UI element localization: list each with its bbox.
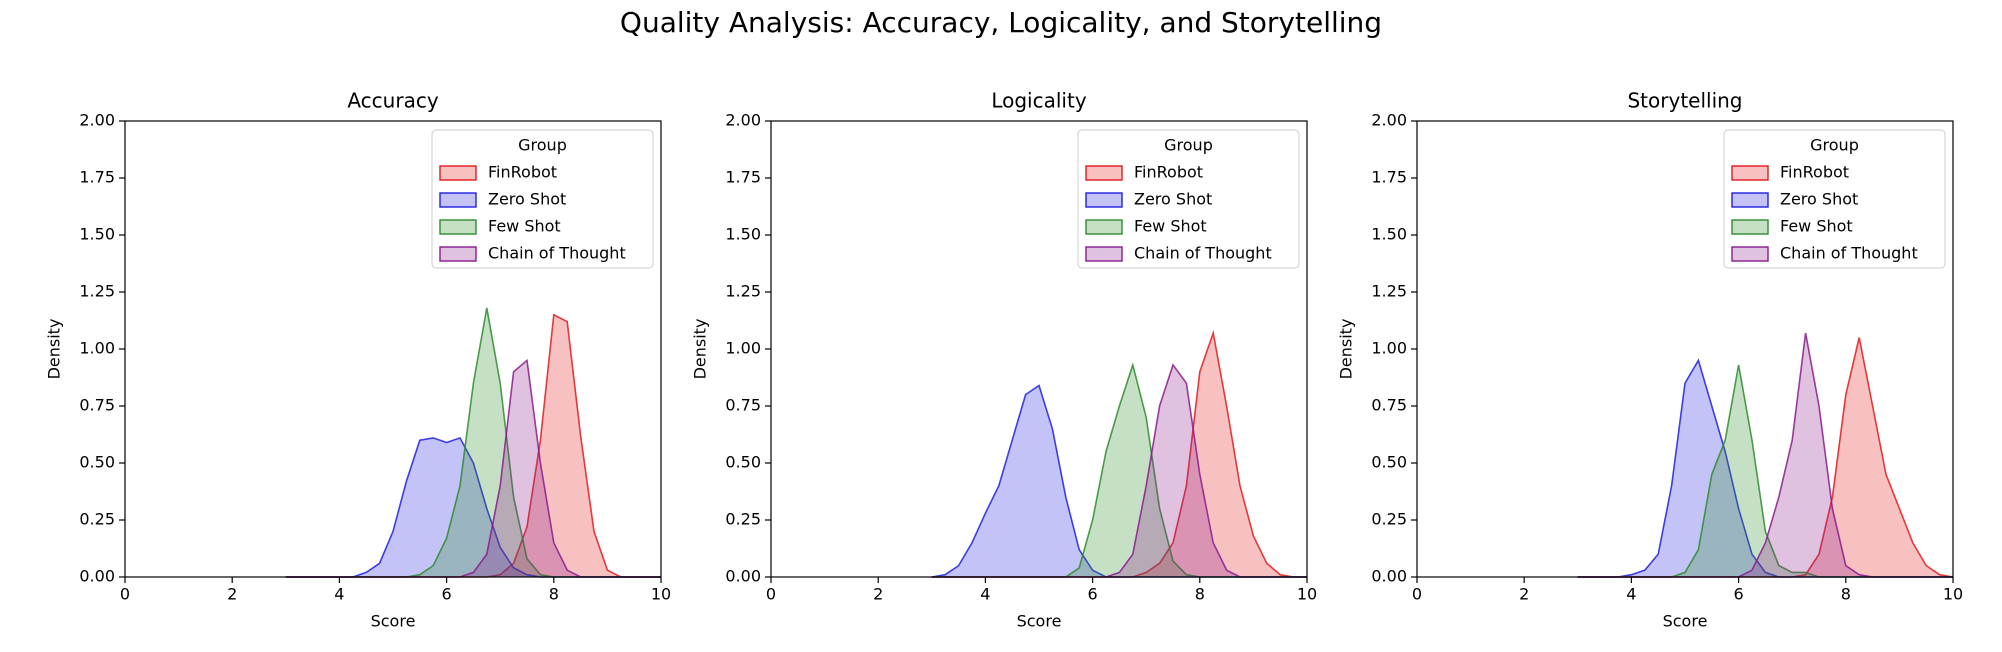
- y-tick-label: 0.50: [725, 453, 761, 472]
- density-area: [931, 364, 1307, 577]
- legend-label: Zero Shot: [1780, 190, 1858, 209]
- y-tick-label: 0.75: [725, 396, 761, 415]
- y-tick-label: 1.75: [79, 168, 115, 187]
- density-area: [931, 333, 1307, 577]
- legend-swatch: [439, 165, 477, 181]
- y-tick-label: 2.00: [725, 111, 761, 130]
- subplot-title: Accuracy: [347, 89, 438, 113]
- density-area: [285, 314, 661, 577]
- x-axis-label: Score: [1017, 612, 1062, 631]
- subplot-title: Logicality: [991, 89, 1086, 113]
- x-tick-label: 4: [980, 585, 990, 604]
- legend-label: Few Shot: [488, 217, 561, 236]
- y-tick-label: 0.50: [79, 453, 115, 472]
- legend-swatch: [1085, 219, 1123, 235]
- x-axis-label: Score: [371, 612, 416, 631]
- x-tick-label: 0: [1412, 585, 1422, 604]
- density-area: [1577, 364, 1953, 577]
- y-tick-label: 0.00: [79, 567, 115, 586]
- legend-label: Chain of Thought: [1780, 244, 1918, 263]
- y-axis-label: Density: [45, 319, 64, 380]
- legend-label: Zero Shot: [1134, 190, 1212, 209]
- density-area: [285, 437, 661, 577]
- legend-swatch: [1085, 192, 1123, 208]
- x-tick-label: 6: [1734, 585, 1744, 604]
- legend-title: Group: [518, 136, 567, 155]
- x-tick-label: 0: [120, 585, 130, 604]
- legend-box: [1077, 129, 1300, 269]
- legend-label: Zero Shot: [488, 190, 566, 209]
- y-axis-label: Density: [691, 319, 710, 380]
- x-tick-label: 6: [442, 585, 452, 604]
- density-area: [285, 307, 661, 577]
- y-tick-label: 1.00: [1371, 339, 1407, 358]
- figure-title: Quality Analysis: Accuracy, Logicality, …: [620, 6, 1382, 39]
- x-tick-label: 2: [227, 585, 237, 604]
- y-tick-label: 1.25: [79, 282, 115, 301]
- x-tick-label: 0: [766, 585, 776, 604]
- subplot: Accuracy 0 2 4 6 8 10 0.00 0.25 0.50 0.75 1.00 1.25 1…: [45, 89, 672, 631]
- legend-label: Few Shot: [1134, 217, 1207, 236]
- y-tick-label: 1.50: [79, 225, 115, 244]
- y-tick-label: 1.75: [725, 168, 761, 187]
- y-tick-label: 0.00: [1371, 567, 1407, 586]
- legend-swatch: [439, 219, 477, 235]
- legend-swatch: [1731, 192, 1769, 208]
- y-tick-label: 0.25: [79, 510, 115, 529]
- y-tick-label: 2.00: [1371, 111, 1407, 130]
- legend-swatch: [1085, 246, 1123, 262]
- y-tick-label: 0.75: [1371, 396, 1407, 415]
- legend-swatch: [1731, 165, 1769, 181]
- y-tick-label: 1.00: [79, 339, 115, 358]
- x-tick-label: 2: [873, 585, 883, 604]
- y-tick-label: 0.00: [725, 567, 761, 586]
- legend-swatch: [439, 192, 477, 208]
- legend-title: Group: [1164, 136, 1213, 155]
- density-area: [1577, 360, 1953, 577]
- legend-label: FinRobot: [488, 163, 557, 182]
- density-area: [1577, 337, 1953, 577]
- x-tick-label: 2: [1519, 585, 1529, 604]
- y-tick-label: 0.25: [725, 510, 761, 529]
- y-tick-label: 2.00: [79, 111, 115, 130]
- legend-swatch: [1731, 219, 1769, 235]
- x-tick-label: 10: [651, 585, 671, 604]
- legend-label: Chain of Thought: [1134, 244, 1272, 263]
- x-tick-label: 8: [549, 585, 559, 604]
- legend-label: Few Shot: [1780, 217, 1853, 236]
- x-tick-label: 6: [1088, 585, 1098, 604]
- legend-swatch: [1731, 246, 1769, 262]
- x-axis-label: Score: [1663, 612, 1708, 631]
- y-tick-label: 1.00: [725, 339, 761, 358]
- x-tick-label: 4: [1626, 585, 1636, 604]
- x-tick-label: 10: [1943, 585, 1963, 604]
- y-tick-label: 1.50: [1371, 225, 1407, 244]
- y-tick-label: 1.25: [1371, 282, 1407, 301]
- x-tick-label: 8: [1195, 585, 1205, 604]
- legend-swatch: [439, 246, 477, 262]
- legend-title: Group: [1810, 136, 1859, 155]
- x-tick-label: 8: [1841, 585, 1851, 604]
- subplot: Storytelling 0 2 4 6 8 10 0.00 0.25 0.50 0.75 1.00 1…: [1337, 89, 1964, 631]
- y-tick-label: 0.50: [1371, 453, 1407, 472]
- y-tick-label: 1.50: [725, 225, 761, 244]
- subplot-title: Storytelling: [1627, 89, 1742, 113]
- x-tick-label: 10: [1297, 585, 1317, 604]
- legend-swatch: [1085, 165, 1123, 181]
- x-tick-label: 4: [334, 585, 344, 604]
- density-area: [931, 385, 1307, 577]
- y-tick-label: 1.25: [725, 282, 761, 301]
- legend-label: Chain of Thought: [488, 244, 626, 263]
- y-tick-label: 0.25: [1371, 510, 1407, 529]
- legend-box: [431, 129, 654, 269]
- subplot: Logicality 0 2 4 6 8 10 0.00 0.25 0.50 0.75 1.00 1.2…: [691, 89, 1318, 631]
- legend-label: FinRobot: [1780, 163, 1849, 182]
- y-axis-label: Density: [1337, 319, 1356, 380]
- y-tick-label: 1.75: [1371, 168, 1407, 187]
- legend-label: FinRobot: [1134, 163, 1203, 182]
- legend-box: [1723, 129, 1946, 269]
- y-tick-label: 0.75: [79, 396, 115, 415]
